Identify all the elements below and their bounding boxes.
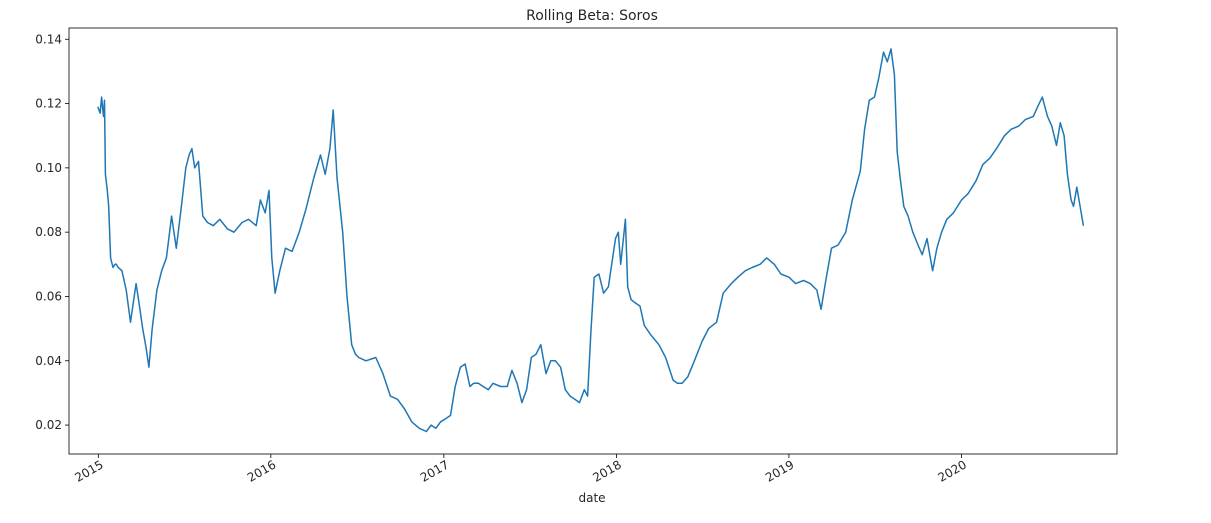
plot-frame (68, 27, 1118, 455)
x-tick-label: 2019 (763, 457, 796, 484)
plot-area (68, 27, 1118, 455)
chart-title: Rolling Beta: Soros (526, 8, 658, 24)
y-tick-label: 0.12 (35, 97, 62, 111)
y-axis: 0.02 0.04 0.06 0.08 0.10 0.12 0.14 (35, 32, 69, 432)
series-line (97, 48, 1085, 433)
x-tick-label: 2018 (590, 457, 623, 484)
y-tick-label: 0.06 (35, 289, 62, 303)
x-tick-label: 2016 (245, 457, 278, 484)
y-tick-label: 0.04 (35, 354, 62, 368)
x-tick-label: 2017 (418, 457, 451, 484)
x-axis: 2015 2016 2017 2018 2019 2020 (72, 454, 969, 485)
x-tick-label: 2020 (936, 457, 969, 484)
y-tick-label: 0.02 (35, 418, 62, 432)
y-tick-label: 0.14 (35, 32, 62, 46)
x-axis-label: date (578, 491, 605, 505)
x-tick-label: 2015 (72, 457, 105, 484)
y-tick-label: 0.10 (35, 161, 62, 175)
y-tick-label: 0.08 (35, 225, 62, 239)
